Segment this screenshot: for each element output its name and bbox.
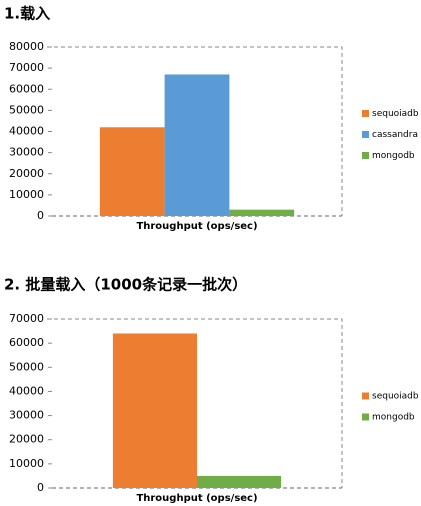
y-tick-label: 80000 <box>9 40 44 53</box>
chart-title: 1.载入 <box>4 5 50 23</box>
legend-swatch <box>362 110 369 117</box>
legend-swatch <box>362 413 369 421</box>
y-tick-label: 70000 <box>9 312 44 325</box>
legend-label: mongodb <box>372 413 415 423</box>
x-tick-label: Throughput (ops/sec) <box>136 221 257 232</box>
y-tick-label: 50000 <box>9 360 44 373</box>
y-tick-label: 40000 <box>9 384 44 397</box>
legend-swatch <box>362 392 369 400</box>
bar <box>112 333 197 488</box>
x-tick-label: Throughput (ops/sec) <box>136 493 257 504</box>
bar <box>229 209 295 216</box>
y-tick-label: 30000 <box>9 409 44 422</box>
y-tick-label: 10000 <box>9 457 44 470</box>
y-tick-label: 10000 <box>9 188 44 201</box>
bar <box>99 127 165 216</box>
y-tick-label: 0 <box>37 481 44 494</box>
y-tick-label: 60000 <box>9 82 44 95</box>
legend-label: mongodb <box>372 151 415 161</box>
plot-frame <box>47 46 343 216</box>
y-tick-label: 30000 <box>9 146 44 159</box>
bar <box>164 74 230 217</box>
legend-label: sequoiadb <box>372 392 419 402</box>
chart-title: 2. 批量载入（1000条记录一批次） <box>4 276 247 294</box>
y-tick-label: 40000 <box>9 125 44 138</box>
y-tick-label: 60000 <box>9 336 44 349</box>
legend-swatch <box>362 131 369 138</box>
legend-label: sequoiadb <box>372 109 419 119</box>
y-tick-label: 20000 <box>9 433 44 446</box>
y-tick-label: 50000 <box>9 103 44 116</box>
y-tick-label: 70000 <box>9 61 44 74</box>
bar <box>197 475 282 488</box>
legend-label: cassandra <box>372 130 418 140</box>
y-tick-label: 20000 <box>9 167 44 180</box>
y-tick-label: 0 <box>37 209 44 222</box>
plot-frame <box>47 318 343 488</box>
legend-swatch <box>362 152 369 159</box>
